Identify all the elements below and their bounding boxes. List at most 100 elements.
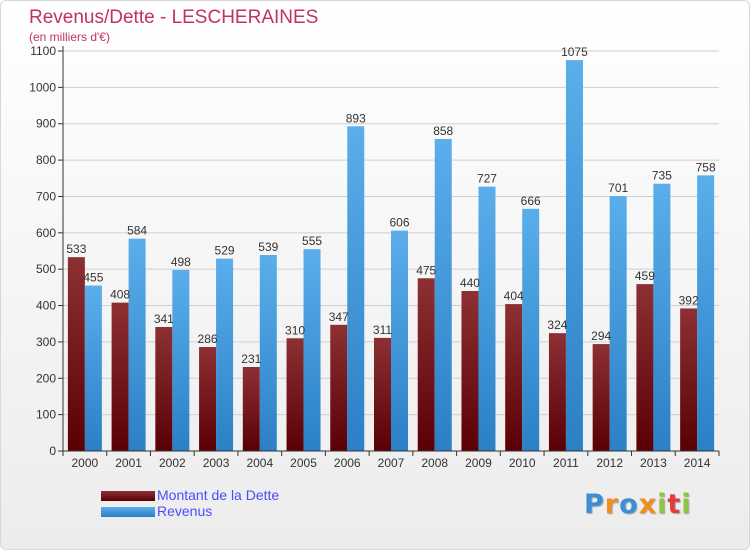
bar-debt [592, 344, 610, 451]
logo-letter: o [619, 489, 639, 520]
bar-revenue [434, 139, 452, 451]
data-label-revenue: 735 [652, 169, 672, 183]
data-label-debt: 440 [460, 276, 480, 290]
axis-layer: 0 100 200 300 400 500 600 700 800 900 1000 1100 2000… [29, 44, 720, 470]
y-tick-label: 500 [36, 262, 56, 276]
bar-revenue [347, 126, 365, 451]
data-label-revenue: 758 [696, 160, 716, 174]
bar-debt [199, 347, 217, 451]
data-label-debt: 231 [241, 352, 261, 366]
labels-layer: 533 455 408 584 341 498 286 529 231 539 310 555 347 8… [66, 45, 716, 366]
logo-letter: x [638, 489, 658, 520]
x-tick-label: 2006 [334, 456, 361, 470]
x-tick-label: 2004 [246, 456, 273, 470]
x-tick-label: 2014 [684, 456, 711, 470]
bar-debt [67, 257, 85, 451]
logo-letter: r [604, 489, 620, 520]
x-tick-label: 2003 [203, 456, 230, 470]
logo-letter: t [667, 489, 682, 520]
logo-letter: P [584, 489, 605, 520]
bar-debt [242, 367, 260, 451]
data-label-revenue: 701 [608, 181, 628, 195]
bar-debt [505, 304, 523, 451]
x-tick-label: 2012 [596, 456, 623, 470]
bar-revenue [478, 186, 496, 452]
data-label-debt: 341 [154, 312, 174, 326]
x-tick-label: 2009 [465, 456, 492, 470]
bar-revenue [522, 208, 540, 451]
bar-revenue [216, 258, 234, 451]
x-tick-label: 2002 [159, 456, 186, 470]
data-label-revenue: 498 [171, 255, 191, 269]
bar-debt [636, 284, 654, 451]
bar-revenue [172, 269, 190, 451]
y-tick-label: 1000 [29, 80, 56, 94]
data-label-revenue: 539 [258, 240, 278, 254]
x-tick-label: 2007 [378, 456, 405, 470]
y-tick-label: 400 [36, 299, 56, 313]
data-label-debt: 392 [679, 293, 699, 307]
x-tick-label: 2010 [509, 456, 536, 470]
bar-debt [461, 291, 479, 451]
x-tick-label: 2011 [553, 456, 579, 470]
data-label-revenue: 727 [477, 172, 497, 186]
bar-debt [548, 333, 566, 451]
chart-title: Revenus/Dette - LESCHERAINES [29, 7, 319, 28]
y-tick-label: 300 [36, 335, 56, 349]
data-label-debt: 286 [198, 332, 218, 346]
legend-swatch-debt [101, 491, 155, 501]
data-label-debt: 311 [373, 323, 392, 337]
legend-label-revenue: Revenus [157, 503, 213, 519]
bar-revenue [565, 60, 583, 451]
data-label-revenue: 455 [83, 271, 103, 285]
bar-debt [155, 327, 173, 451]
y-tick-label: 600 [36, 226, 56, 240]
data-label-revenue: 555 [302, 234, 322, 248]
x-tick-label: 2008 [421, 456, 448, 470]
data-label-revenue: 893 [346, 111, 366, 125]
data-label-revenue: 1075 [561, 45, 588, 59]
bar-revenue [609, 196, 627, 451]
y-tick-label: 900 [36, 117, 56, 131]
logo-letter: i [657, 489, 668, 520]
legend-label-debt: Montant de la Dette [157, 487, 280, 503]
logo-letter: i [681, 489, 692, 520]
bar-debt [111, 302, 129, 451]
data-label-debt: 294 [591, 329, 611, 343]
bar-revenue [259, 255, 277, 451]
data-label-debt: 475 [416, 263, 436, 277]
data-label-revenue: 606 [389, 216, 409, 230]
y-tick-label: 700 [36, 189, 56, 203]
bars-layer [67, 60, 715, 452]
y-tick-label: 1100 [30, 44, 56, 58]
data-label-debt: 533 [66, 242, 86, 256]
bar-debt [330, 324, 348, 451]
data-label-debt: 347 [329, 310, 349, 324]
data-label-revenue: 666 [521, 194, 541, 208]
data-label-revenue: 529 [215, 244, 235, 258]
data-label-debt: 310 [285, 323, 305, 337]
bar-revenue [653, 183, 671, 451]
chart-subtitle: (en milliers d'€) [29, 30, 110, 44]
x-tick-label: 2001 [115, 456, 142, 470]
legend-swatch-revenue [101, 507, 155, 517]
bar-debt [374, 337, 391, 451]
data-label-revenue: 584 [127, 224, 147, 238]
x-tick-label: 2005 [290, 456, 317, 470]
data-label-debt: 459 [635, 269, 655, 283]
x-tick-label: 2013 [640, 456, 667, 470]
data-label-revenue: 858 [433, 124, 453, 138]
bar-revenue [391, 230, 408, 451]
data-label-debt: 408 [110, 288, 130, 302]
proxiti-logo: Proxiti [584, 489, 692, 520]
bar-debt [417, 278, 435, 451]
data-label-debt: 324 [547, 318, 567, 332]
data-label-debt: 404 [504, 289, 524, 303]
bar-revenue [697, 175, 715, 451]
y-tick-label: 100 [36, 408, 56, 422]
bar-debt [286, 338, 304, 451]
bar-revenue [303, 249, 321, 451]
y-tick-label: 0 [49, 444, 56, 458]
